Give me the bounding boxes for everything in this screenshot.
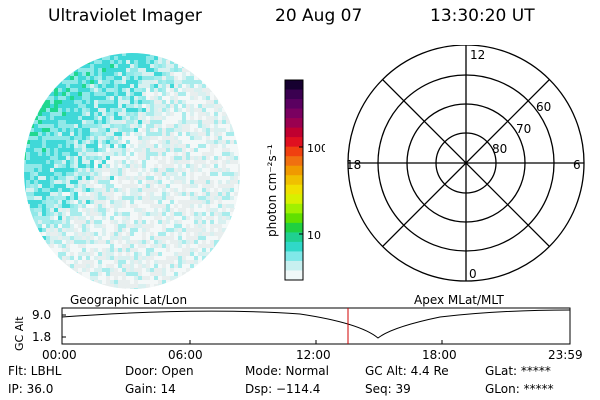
mlat-label-60: 60 bbox=[536, 100, 551, 114]
mlt-label-0: 0 bbox=[469, 267, 477, 281]
timeline-xtick-0600: 06:00 bbox=[168, 348, 203, 362]
mlt-label-6: 6 bbox=[573, 158, 581, 172]
status-ip: IP: 36.0 bbox=[8, 382, 54, 396]
timeline-frame bbox=[61, 307, 571, 345]
geographic-label: Geographic Lat/Lon bbox=[70, 293, 188, 307]
mlat-label-80: 80 bbox=[492, 142, 507, 156]
status-glon: GLon: ***** bbox=[485, 382, 554, 396]
status-gc-alt: GC Alt: 4.4 Re bbox=[365, 364, 449, 378]
apex-label: Apex MLat/MLT bbox=[414, 293, 504, 307]
timeline-ytick-9: 9.0 bbox=[32, 308, 51, 322]
timeline-xtick-0000: 00:00 bbox=[42, 348, 77, 362]
colorbar-unit-label: photon cm⁻²s⁻¹ bbox=[265, 144, 279, 237]
timeline-y-label: GC Alt bbox=[13, 316, 26, 351]
colorbar-tick-100: 100 bbox=[307, 142, 325, 155]
altitude-timeline: GC Alt 9.0 1.8 00:00 06:00 12:00 18:00 2… bbox=[13, 307, 583, 362]
uv-image-pixels bbox=[24, 53, 240, 289]
status-mode: Mode: Normal bbox=[245, 364, 329, 378]
status-dsp: Dsp: −114.4 bbox=[245, 382, 321, 396]
status-gain: Gain: 14 bbox=[125, 382, 176, 396]
status-filter: Flt: LBHL bbox=[8, 364, 62, 378]
status-seq: Seq: 39 bbox=[365, 382, 411, 396]
mlat-label-70: 70 bbox=[516, 122, 531, 136]
instrument-title: Ultraviolet Imager bbox=[48, 6, 202, 26]
timeline-xtick-2359: 23:59 bbox=[548, 348, 583, 362]
colorbar-tick-10: 10 bbox=[307, 229, 321, 242]
timeline-xtick-1800: 18:00 bbox=[422, 348, 457, 362]
mlt-label-18: 18 bbox=[346, 158, 361, 172]
mlt-label-12: 12 bbox=[470, 48, 485, 62]
colorbar-gradient bbox=[285, 80, 303, 281]
timeline-xtick-1200: 12:00 bbox=[296, 348, 331, 362]
status-door: Door: Open bbox=[125, 364, 194, 378]
polar-grid: 12 0 18 6 60 70 80 bbox=[346, 45, 585, 282]
status-glat: GLat: ***** bbox=[485, 364, 551, 378]
uv-image-panel bbox=[24, 53, 240, 289]
colorbar-frame bbox=[284, 79, 304, 281]
date-label: 20 Aug 07 bbox=[275, 6, 363, 26]
timeline-ytick-1-8: 1.8 bbox=[32, 330, 51, 344]
colorbar: 100 10 photon cm⁻²s⁻¹ bbox=[265, 79, 325, 281]
time-label: 13:30:20 UT bbox=[430, 6, 535, 26]
altitude-curve bbox=[61, 309, 571, 339]
